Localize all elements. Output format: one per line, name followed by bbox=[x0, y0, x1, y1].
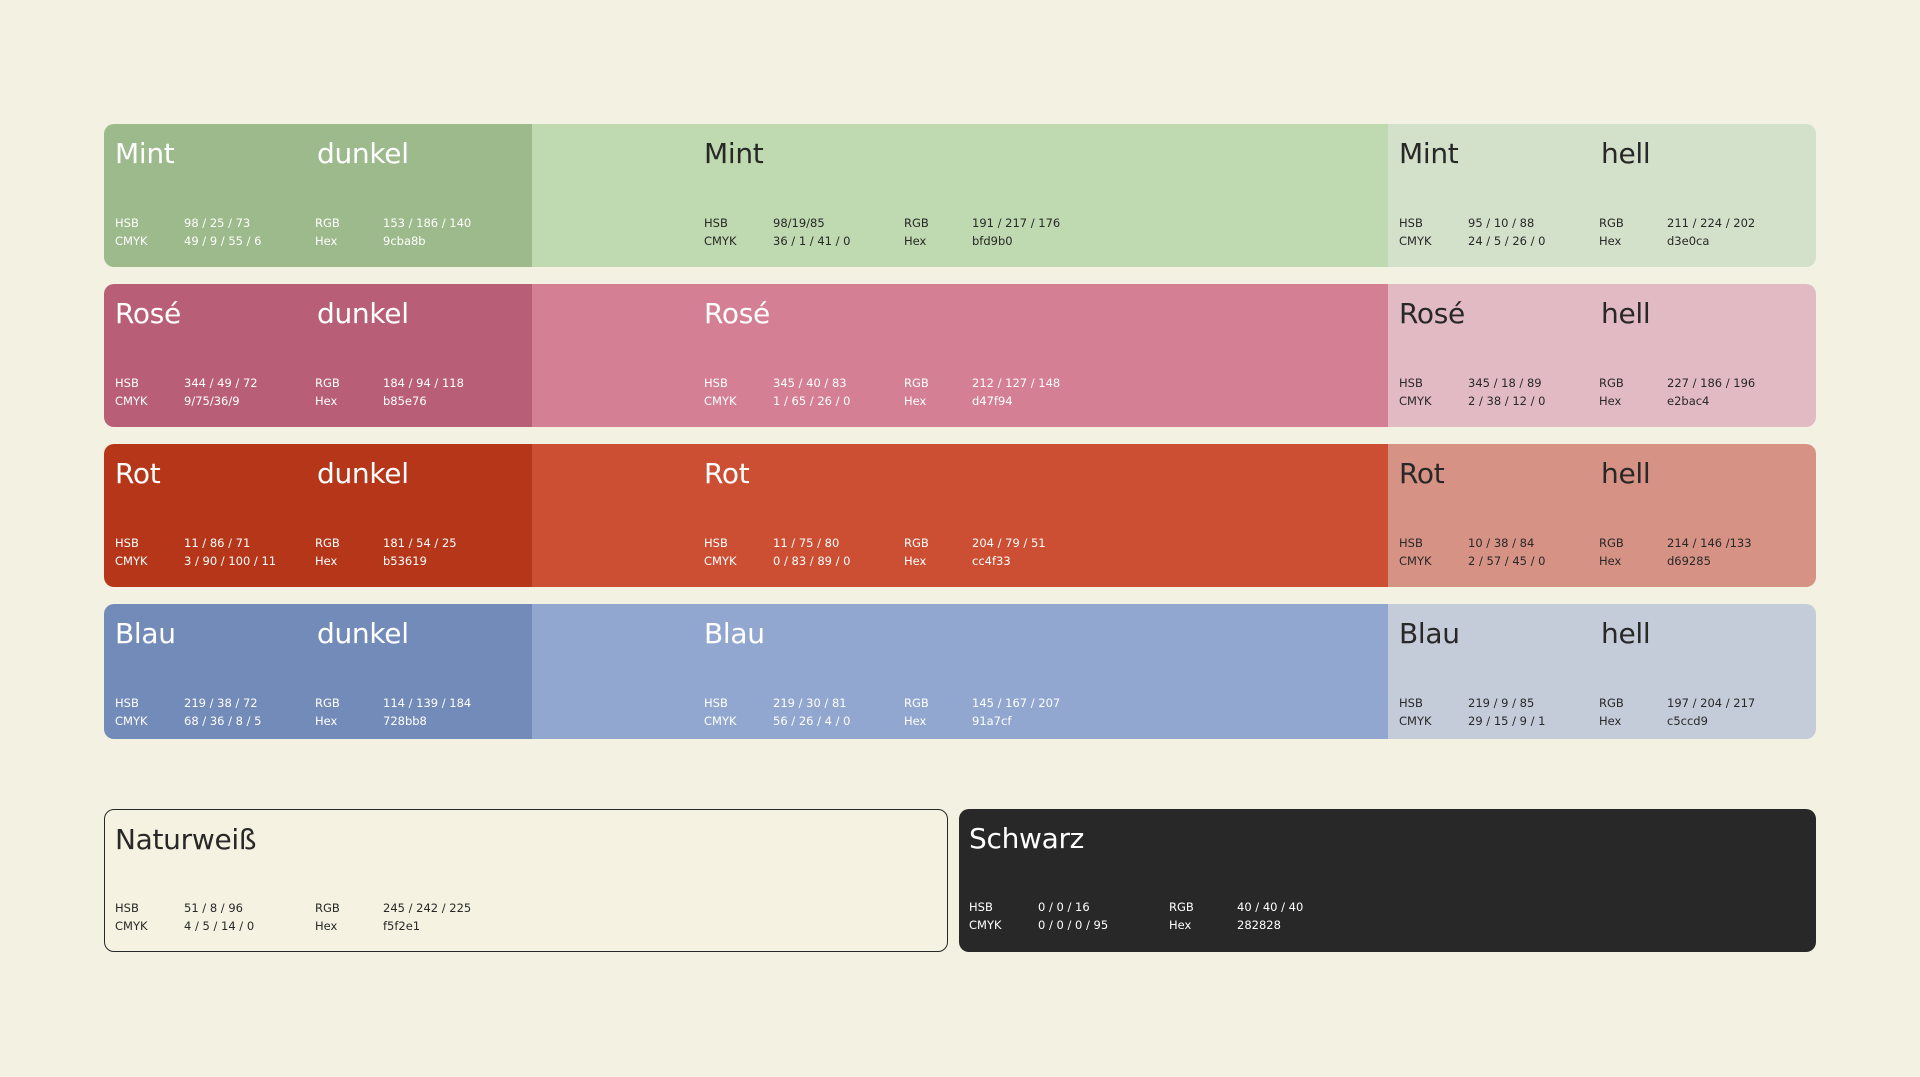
rgb-hex-values: 214 / 146 /133 d69285 bbox=[1667, 536, 1752, 568]
color-row-mint: Mint dunkel HSB CMYK 98 / 25 / 73 49 / 9 /… bbox=[104, 124, 1816, 267]
value-labels: HSB CMYK bbox=[115, 901, 148, 933]
swatch-name: Rot bbox=[1399, 457, 1445, 490]
rgb-hex-values: 245 / 242 / 225 f5f2e1 bbox=[383, 901, 472, 933]
rgb-hex-values: 181 / 54 / 25 b53619 bbox=[383, 536, 457, 568]
swatch-blau-dunkel: Blau dunkel HSB CMYK 219 / 38 / 72 68 / 36… bbox=[104, 604, 532, 739]
value-labels: RGB Hex bbox=[1599, 696, 1624, 728]
rgb-hex-values: 211 / 224 / 202 d3e0ca bbox=[1667, 216, 1756, 248]
rgb-hex-values: 204 / 79 / 51 cc4f33 bbox=[972, 536, 1046, 568]
hsb-cmyk-values: 98 / 25 / 73 49 / 9 / 55 / 6 bbox=[184, 216, 262, 248]
swatch-name: Blau bbox=[115, 617, 176, 650]
swatch-mint: Mint HSB CMYK 98/19/85 36 / 1 / 41 / 0 RGB… bbox=[532, 124, 1388, 267]
value-labels: HSB CMYK bbox=[115, 216, 148, 248]
swatch-name: Rosé bbox=[115, 297, 181, 330]
hsb-cmyk-values: 219 / 38 / 72 68 / 36 / 8 / 5 bbox=[184, 696, 262, 728]
value-labels: RGB Hex bbox=[315, 901, 340, 933]
swatch-rose-dunkel: Rosé dunkel HSB CMYK 344 / 49 / 72 9/75/36… bbox=[104, 284, 532, 427]
value-labels: RGB Hex bbox=[1599, 216, 1624, 248]
swatch-name: Rosé bbox=[704, 297, 770, 330]
swatch-rose: Rosé HSB CMYK 345 / 40 / 83 1 / 65 / 26 / … bbox=[532, 284, 1388, 427]
swatch-rose-hell: Rosé hell HSB CMYK 345 / 18 / 89 2 / 38 / … bbox=[1388, 284, 1816, 427]
swatch-variant: dunkel bbox=[317, 617, 409, 650]
value-labels: HSB CMYK bbox=[1399, 536, 1432, 568]
swatch-name: Rot bbox=[704, 457, 750, 490]
hsb-cmyk-values: 10 / 38 / 84 2 / 57 / 45 / 0 bbox=[1468, 536, 1546, 568]
hsb-cmyk-values: 51 / 8 / 96 4 / 5 / 14 / 0 bbox=[184, 901, 255, 933]
rgb-hex-values: 40 / 40 / 40 282828 bbox=[1237, 900, 1304, 932]
value-labels: RGB Hex bbox=[315, 536, 340, 568]
value-labels: HSB CMYK bbox=[115, 536, 148, 568]
hsb-cmyk-values: 98/19/85 36 / 1 / 41 / 0 bbox=[773, 216, 851, 248]
value-labels: HSB CMYK bbox=[704, 536, 737, 568]
swatch-name: Naturweiß bbox=[115, 823, 257, 856]
swatch-variant: hell bbox=[1601, 617, 1651, 650]
value-labels: RGB Hex bbox=[904, 376, 929, 408]
value-labels: RGB Hex bbox=[904, 536, 929, 568]
value-labels: HSB CMYK bbox=[704, 216, 737, 248]
rgb-hex-values: 114 / 139 / 184 728bb8 bbox=[383, 696, 472, 728]
value-labels: HSB CMYK bbox=[1399, 376, 1432, 408]
hsb-cmyk-values: 11 / 75 / 80 0 / 83 / 89 / 0 bbox=[773, 536, 851, 568]
swatch-name: Schwarz bbox=[969, 822, 1085, 855]
swatch-schwarz: Schwarz HSB CMYK 0 / 0 / 16 0 / 0 / 0 / 95… bbox=[959, 809, 1816, 952]
hsb-cmyk-values: 0 / 0 / 16 0 / 0 / 0 / 95 bbox=[1038, 900, 1109, 932]
swatch-variant: hell bbox=[1601, 297, 1651, 330]
swatch-variant: dunkel bbox=[317, 457, 409, 490]
hsb-cmyk-values: 219 / 30 / 81 56 / 26 / 4 / 0 bbox=[773, 696, 851, 728]
rgb-hex-values: 153 / 186 / 140 9cba8b bbox=[383, 216, 472, 248]
value-labels: HSB CMYK bbox=[115, 696, 148, 728]
swatch-variant: dunkel bbox=[317, 297, 409, 330]
value-labels: HSB CMYK bbox=[704, 376, 737, 408]
hsb-cmyk-values: 345 / 18 / 89 2 / 38 / 12 / 0 bbox=[1468, 376, 1546, 408]
value-labels: RGB Hex bbox=[315, 216, 340, 248]
swatch-variant: dunkel bbox=[317, 137, 409, 170]
color-row-rose: Rosé dunkel HSB CMYK 344 / 49 / 72 9/75/36… bbox=[104, 284, 1816, 427]
swatch-rot-dunkel: Rot dunkel HSB CMYK 11 / 86 / 71 3 / 90 / … bbox=[104, 444, 532, 587]
swatch-rot-hell: Rot hell HSB CMYK 10 / 38 / 84 2 / 57 / 45… bbox=[1388, 444, 1816, 587]
swatch-mint-dunkel: Mint dunkel HSB CMYK 98 / 25 / 73 49 / 9 /… bbox=[104, 124, 532, 267]
color-row-blau: Blau dunkel HSB CMYK 219 / 38 / 72 68 / 36… bbox=[104, 604, 1816, 739]
swatch-name: Mint bbox=[115, 137, 175, 170]
value-labels: HSB CMYK bbox=[1399, 696, 1432, 728]
swatch-name: Rot bbox=[115, 457, 161, 490]
hsb-cmyk-values: 95 / 10 / 88 24 / 5 / 26 / 0 bbox=[1468, 216, 1546, 248]
value-labels: RGB Hex bbox=[1599, 376, 1624, 408]
value-labels: HSB CMYK bbox=[1399, 216, 1432, 248]
rgb-hex-values: 145 / 167 / 207 91a7cf bbox=[972, 696, 1061, 728]
swatch-name: Mint bbox=[704, 137, 764, 170]
swatch-blau: Blau HSB CMYK 219 / 30 / 81 56 / 26 / 4 / … bbox=[532, 604, 1388, 739]
value-labels: RGB Hex bbox=[1599, 536, 1624, 568]
value-labels: RGB Hex bbox=[904, 216, 929, 248]
hsb-cmyk-values: 219 / 9 / 85 29 / 15 / 9 / 1 bbox=[1468, 696, 1546, 728]
swatch-name: Blau bbox=[1399, 617, 1460, 650]
swatch-name: Blau bbox=[704, 617, 765, 650]
rgb-hex-values: 184 / 94 / 118 b85e76 bbox=[383, 376, 464, 408]
swatch-blau-hell: Blau hell HSB CMYK 219 / 9 / 85 29 / 15 / … bbox=[1388, 604, 1816, 739]
value-labels: RGB Hex bbox=[1169, 900, 1194, 932]
rgb-hex-values: 212 / 127 / 148 d47f94 bbox=[972, 376, 1061, 408]
value-labels: RGB Hex bbox=[904, 696, 929, 728]
value-labels: HSB CMYK bbox=[115, 376, 148, 408]
rgb-hex-values: 227 / 186 / 196 e2bac4 bbox=[1667, 376, 1756, 408]
swatch-name: Mint bbox=[1399, 137, 1459, 170]
swatch-rot: Rot HSB CMYK 11 / 75 / 80 0 / 83 / 89 / 0 … bbox=[532, 444, 1388, 587]
swatch-name: Rosé bbox=[1399, 297, 1465, 330]
swatch-naturweiss: Naturweiß HSB CMYK 51 / 8 / 96 4 / 5 / 14 … bbox=[104, 809, 948, 952]
value-labels: RGB Hex bbox=[315, 376, 340, 408]
swatch-variant: hell bbox=[1601, 457, 1651, 490]
hsb-cmyk-values: 345 / 40 / 83 1 / 65 / 26 / 0 bbox=[773, 376, 851, 408]
value-labels: HSB CMYK bbox=[704, 696, 737, 728]
rgb-hex-values: 197 / 204 / 217 c5ccd9 bbox=[1667, 696, 1756, 728]
value-labels: HSB CMYK bbox=[969, 900, 1002, 932]
color-row-rot: Rot dunkel HSB CMYK 11 / 86 / 71 3 / 90 / … bbox=[104, 444, 1816, 587]
hsb-cmyk-values: 11 / 86 / 71 3 / 90 / 100 / 11 bbox=[184, 536, 277, 568]
swatch-variant: hell bbox=[1601, 137, 1651, 170]
rgb-hex-values: 191 / 217 / 176 bfd9b0 bbox=[972, 216, 1061, 248]
value-labels: RGB Hex bbox=[315, 696, 340, 728]
hsb-cmyk-values: 344 / 49 / 72 9/75/36/9 bbox=[184, 376, 258, 408]
swatch-mint-hell: Mint hell HSB CMYK 95 / 10 / 88 24 / 5 / 2… bbox=[1388, 124, 1816, 267]
